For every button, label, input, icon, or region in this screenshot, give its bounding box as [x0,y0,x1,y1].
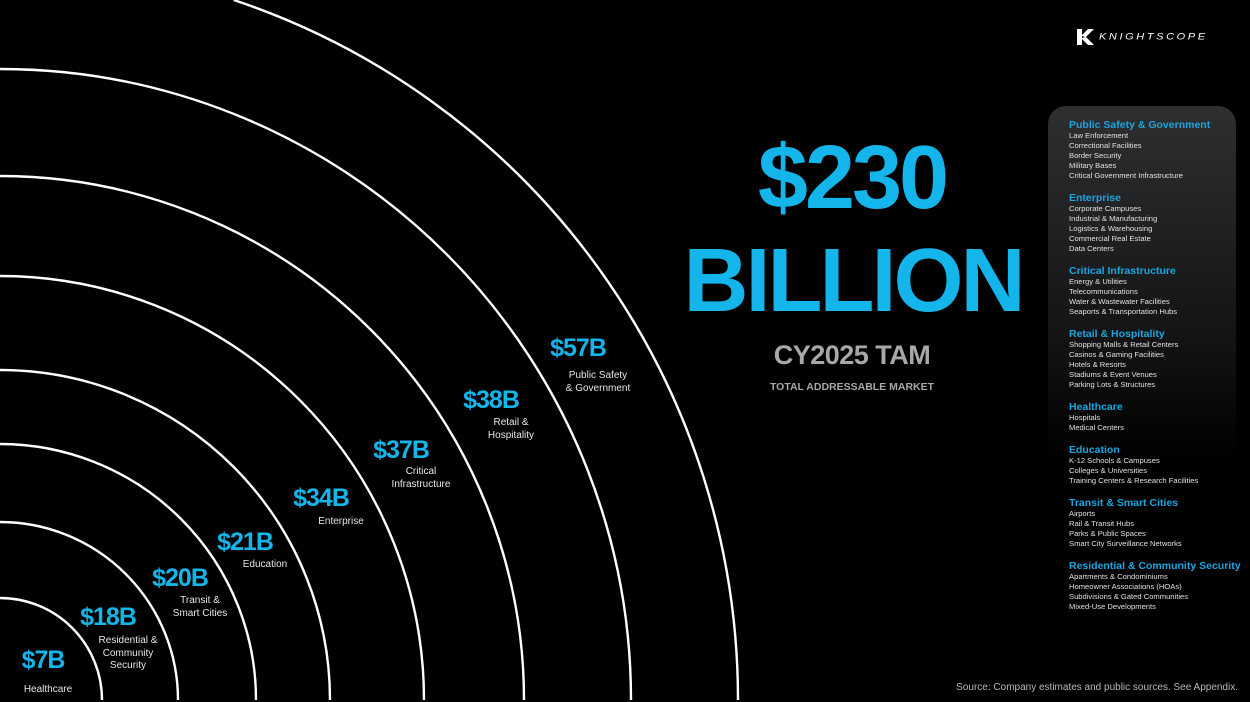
segment-label-line: Public Safety [568,370,628,381]
segment-label: Education [243,559,287,572]
legend-group: Enterprise Corporate Campuses Industrial &… [1069,192,1236,254]
legend-group: Healthcare Hospitals Medical Centers [1069,401,1236,433]
segment-label-line: Retail & [493,417,529,428]
market-arc-4 [0,368,332,701]
legend-item: Stadiums & Event Venues [1069,370,1157,379]
legend-item: Homeowner Associations (HOAs) [1069,582,1182,591]
tam-caption: TOTAL ADDRESSABLE MARKET [769,381,935,393]
market-arc-1 [0,596,104,701]
legend-item: Energy & Utilities [1069,277,1127,286]
legend-item: Logistics & Warehousing [1069,224,1153,233]
legend-group: Residential & Community Security Apartmen… [1069,560,1241,612]
segment-value: $34B [293,484,350,512]
legend-item: Hotels & Resorts [1069,360,1126,369]
segment-label-line: Hospitality [487,429,535,441]
legend-group-title: Retail & Hospitality [1069,328,1165,340]
legend-group-title: Critical Infrastructure [1069,265,1176,277]
segment-label-line: Security [109,660,147,671]
segment-value: $21B [217,528,274,556]
legend-group-title: Enterprise [1069,192,1121,204]
segment-label: Transit & Smart Cities [173,595,227,620]
segment-label: Public Safety & Government [566,370,630,395]
legend-item: Apartments & Condominiums [1069,572,1168,581]
market-arc-8 [233,0,740,701]
legend-item: Rail & Transit Hubs [1069,519,1134,528]
segment-label: Healthcare [24,684,72,697]
legend-item: K-12 Schools & Campuses [1069,456,1160,465]
legend-item: Training Centers & Research Facilities [1069,476,1199,485]
legend-group: Public Safety & Government Law Enforcemen… [1069,119,1236,181]
segment-value: $57B [550,334,607,362]
knightscope-logo: KNIGHTSCOPE [1077,29,1208,45]
segment-label-line: Transit & [180,595,220,606]
segment-label-line: Infrastructure [391,478,451,490]
tam-amount: $230 [757,128,949,228]
segment-label-line: Education [242,559,288,570]
segment-value: $18B [80,603,137,631]
legend-group-title: Public Safety & Government [1069,119,1211,131]
legend-item: Corporate Campuses [1069,204,1142,213]
legend-group-title: Education [1069,444,1120,456]
legend-item: Telecommunications [1069,287,1138,296]
legend-item: Military Bases [1069,161,1117,170]
legend-item: Colleges & Universities [1069,466,1148,475]
legend-item: Mixed-Use Developments [1069,602,1156,611]
legend-item: Airports [1069,509,1096,518]
segment-value: $20B [152,564,209,592]
legend-item: Data Centers [1069,244,1114,253]
legend-item: Smart City Surveillance Networks [1069,539,1182,548]
legend-group-title: Healthcare [1069,401,1123,413]
legend-item: Subdivisions & Gated Communities [1069,592,1189,601]
legend-item: Parks & Public Spaces [1069,529,1146,538]
source-footnote: Source: Company estimates and public sou… [956,682,1238,693]
segment-label-line: Smart Cities [172,607,228,619]
tam-subtitle: CY2025 TAM [773,340,931,370]
legend-group: Education K-12 Schools & Campuses Colleges… [1069,444,1236,486]
segment-label-line: Residential & [98,635,158,646]
market-arc-2 [0,520,180,701]
segment-value: $38B [463,386,520,414]
market-arc-6 [0,174,526,701]
segment-label-line: Critical [405,466,437,477]
segment-value: $37B [373,436,430,464]
knightscope-k-icon [1077,29,1094,45]
legend-item: Critical Government Infrastructure [1069,171,1183,180]
legend-item: Water & Wastewater Facilities [1069,297,1170,306]
segment-label-line: & Government [565,382,631,394]
market-arc-5 [0,274,426,701]
legend-item: Casinos & Gaming Facilities [1069,350,1164,359]
segment-label: Enterprise [318,516,364,529]
legend-group: Critical Infrastructure Energy & Utilitie… [1069,265,1236,317]
legend-item: Correctional Facilities [1069,141,1142,150]
legend-item: Law Enforcement [1069,131,1129,140]
legend-item: Parking Lots & Structures [1069,380,1156,389]
segment-label: Residential & Community Security [99,635,158,673]
market-arc-7 [0,67,633,701]
segment-label-line: Healthcare [23,684,73,695]
logo-wordmark: KNIGHTSCOPE [1099,31,1208,43]
legend-item: Seaports & Transportation Hubs [1069,307,1178,316]
legend-item: Hospitals [1069,413,1101,422]
market-arc-3 [0,442,258,701]
legend-item: Shopping Malls & Retail Centers [1069,340,1179,349]
legend-item: Medical Centers [1069,423,1124,432]
segment-label: Critical Infrastructure [392,466,451,491]
legend-group: Retail & Hospitality Shopping Malls & Ret… [1069,328,1236,390]
segment-label-line: Enterprise [318,516,364,527]
legend-group-title: Residential & Community Security [1069,560,1241,572]
segment-legend-panel: Public Safety & Government Law Enforcemen… [1048,106,1241,612]
legend-item: Border Security [1069,151,1122,160]
legend-item: Commercial Real Estate [1069,234,1151,243]
tam-unit: BILLION [683,231,1026,331]
segment-value: $7B [21,646,66,674]
legend-item: Industrial & Manufacturing [1069,214,1158,223]
legend-group: Transit & Smart Cities Airports Rail & Tra… [1069,497,1236,549]
legend-group-title: Transit & Smart Cities [1069,497,1179,509]
segment-label: Retail & Hospitality [488,417,534,442]
segment-label-line: Community [102,647,154,659]
